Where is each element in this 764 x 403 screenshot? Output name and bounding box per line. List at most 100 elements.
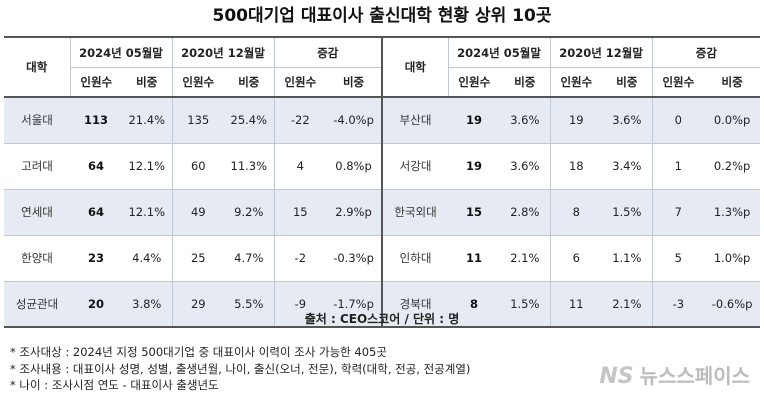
cell-c24: 11 <box>466 251 483 265</box>
col-univ: 대학 <box>4 37 71 98</box>
logo-mark: NS <box>599 364 634 389</box>
col-ratio: 비중 <box>224 67 275 97</box>
cell-dr: -0.3%p <box>333 251 374 265</box>
cell-r24: 3.6% <box>510 113 540 128</box>
cell-dr: -0.6%p <box>711 296 753 311</box>
cell-c24: 15 <box>466 205 483 219</box>
col-ratio: 비중 <box>122 67 173 97</box>
source-note: 출처 : CEO스코어 / 단위 : 명 <box>304 312 460 326</box>
table-header: 대학 2024년 05월말 2020년 12월말 증감 대학 2024년 05월… <box>4 37 761 98</box>
univ-name: 부산대 <box>381 97 449 143</box>
cell-c24: 113 <box>83 113 108 128</box>
logo-text: 뉴스스페이스 <box>639 364 750 388</box>
cell-c24: 64 <box>87 159 104 173</box>
col-univ: 대학 <box>381 37 449 98</box>
cell-dr: 1.3%p <box>713 205 751 219</box>
cell-c20: 29 <box>171 281 225 327</box>
university-table: 대학 2024년 05월말 2020년 12월말 증감 대학 2024년 05월… <box>4 36 761 328</box>
footnotes: * 조사대상 : 2024년 지정 500대기업 중 대표이사 이력이 조사 가… <box>10 344 470 394</box>
col-count: 인원수 <box>80 75 113 89</box>
univ-name: 성균관대 <box>15 296 59 311</box>
table-row: 한양대 23 4.4% 25 4.7% -2 -0.3%p 인하대 11 2.1% 6 1.1% 5 1.… <box>4 235 761 281</box>
cell-dc: 15 <box>273 189 327 235</box>
cell-c24: 19 <box>466 113 483 128</box>
cell-dr: 0.8%p <box>335 159 372 173</box>
cell-r20: 9.2% <box>234 205 264 219</box>
col-diff: 증감 <box>274 37 383 68</box>
cell-dc: 5 <box>651 235 705 281</box>
cell-c20: 49 <box>171 189 225 235</box>
univ-name: 고려대 <box>21 159 53 173</box>
univ-name: 인하대 <box>381 235 449 281</box>
cell-c24: 19 <box>466 159 483 173</box>
cell-r20: 1.5% <box>612 205 642 219</box>
cell-c20: 19 <box>549 97 603 143</box>
cell-r20: 4.7% <box>234 251 264 265</box>
univ-name: 연세대 <box>21 205 53 219</box>
table-row: 성균관대 20 3.8% 29 5.5% -9 -1.7%p 경북대 8 1.5% 11 2.1% -3… <box>4 281 761 327</box>
cell-c20: 11 <box>549 281 603 327</box>
cell-c20: 25 <box>171 235 225 281</box>
cell-r24: 4.4% <box>132 251 162 265</box>
cell-r20: 3.4% <box>612 159 642 173</box>
col-2024: 2024년 05월말 <box>448 37 551 68</box>
cell-dc: 7 <box>651 189 705 235</box>
cell-dc: -2 <box>273 235 327 281</box>
cell-r20: 25.4% <box>230 113 268 128</box>
cell-dr: 0.0%p <box>713 113 751 128</box>
col-count: 인원수 <box>560 75 593 89</box>
cell-c20: 8 <box>549 189 603 235</box>
table-row: 서울대 113 21.4% 135 25.4% -22 -4.0%p 부산대 19 3.6% 19 3… <box>4 97 761 143</box>
cell-r20: 2.1% <box>612 296 642 311</box>
table-row: 고려대 64 12.1% 60 11.3% 4 0.8%p 서강대 19 3.6% 18 3.4% 1 0… <box>4 143 761 189</box>
cell-c20: 6 <box>549 235 603 281</box>
col-ratio: 비중 <box>721 75 743 89</box>
cell-c24: 20 <box>87 296 104 311</box>
cell-c24: 64 <box>87 205 104 219</box>
cell-r20: 1.1% <box>612 251 642 265</box>
table-body: 서울대 113 21.4% 135 25.4% -22 -4.0%p 부산대 19 3.6% 19 3… <box>4 97 761 327</box>
col-count: 인원수 <box>458 75 491 89</box>
univ-name: 서강대 <box>381 143 449 189</box>
cell-dc: 1 <box>651 143 705 189</box>
table-row: 연세대 64 12.1% 49 9.2% 15 2.9%p 한국외대 15 2.8% 8 1.5% 7 1… <box>4 189 761 235</box>
cell-r24: 2.8% <box>510 205 540 219</box>
cell-r24: 12.1% <box>128 205 166 219</box>
newsspace-logo: NS 뉴스스페이스 <box>599 360 750 389</box>
cell-r24: 3.8% <box>132 296 162 311</box>
col-ratio: 비중 <box>602 67 653 97</box>
cell-r20: 5.5% <box>234 296 264 311</box>
footnote: * 조사내용 : 대표이사 성명, 성별, 출생년월, 나이, 출신(오너, 전… <box>10 361 471 376</box>
cell-dr: -4.0%p <box>333 113 374 128</box>
page-title: 500대기업 대표이사 출신대학 현황 상위 10곳 <box>212 6 552 26</box>
cell-r24: 3.6% <box>510 159 540 173</box>
footnote: * 나이 : 조사시점 연도 - 대표이사 출생년도 <box>10 378 219 392</box>
col-ratio: 비중 <box>342 75 365 89</box>
col-count: 인원수 <box>182 75 215 89</box>
cell-dr: -1.7%p <box>333 296 374 311</box>
col-2020: 2020년 12월말 <box>172 37 275 68</box>
cell-c24: 8 <box>470 296 479 311</box>
col-diff: 증감 <box>652 37 761 68</box>
col-count: 인원수 <box>284 75 317 89</box>
cell-c24: 23 <box>87 251 104 265</box>
cell-dr: 1.0%p <box>713 251 751 265</box>
cell-r24: 21.4% <box>128 113 166 128</box>
cell-c20: 135 <box>171 97 225 143</box>
cell-r20: 11.3% <box>230 159 268 173</box>
cell-c20: 60 <box>171 143 225 189</box>
col-ratio: 비중 <box>500 67 551 97</box>
cell-c20: 18 <box>549 143 603 189</box>
col-2024: 2024년 05월말 <box>70 37 173 68</box>
cell-dr: 2.9%p <box>335 205 372 219</box>
col-2020: 2020년 12월말 <box>550 37 653 68</box>
cell-r24: 2.1% <box>510 251 540 265</box>
univ-name: 경북대 <box>381 281 449 327</box>
cell-dc: -22 <box>273 97 327 143</box>
cell-dc: 0 <box>651 97 705 143</box>
footnote: * 조사대상 : 2024년 지정 500대기업 중 대표이사 이력이 조사 가… <box>10 345 387 359</box>
cell-dr: 0.2%p <box>713 159 751 173</box>
cell-r20: 3.6% <box>612 113 642 128</box>
cell-dc: -3 <box>651 281 705 327</box>
univ-name: 한양대 <box>21 251 53 265</box>
